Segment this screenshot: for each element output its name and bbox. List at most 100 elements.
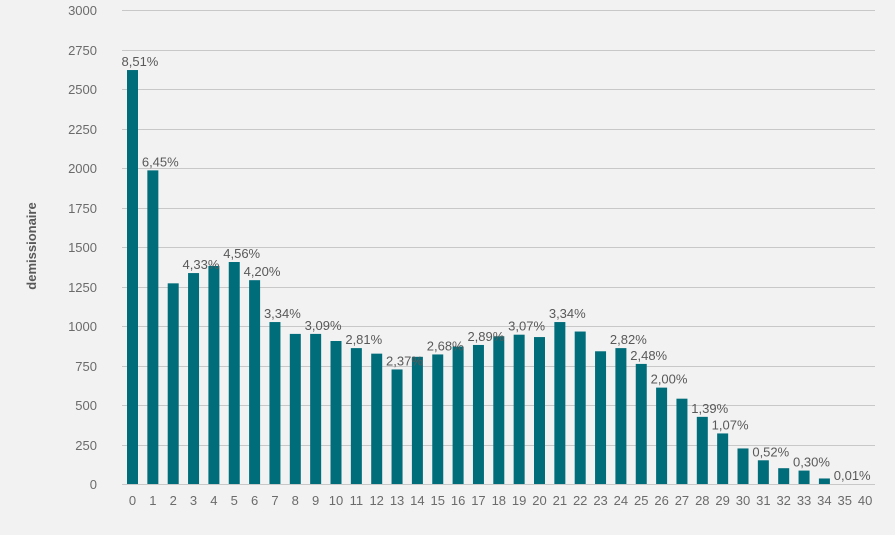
bar [798, 470, 810, 484]
data-label: 2,68% [427, 338, 464, 353]
data-labels: 8,51% 6,45% 4,33%4,56% 4,20% 3,34% 3,09%2,81%… [122, 54, 872, 483]
data-label: 4,56% [223, 246, 260, 261]
y-tick-label: 2500 [68, 82, 97, 97]
data-label: 0,30% [793, 455, 830, 470]
y-tick-label: 500 [75, 398, 97, 413]
bar [595, 351, 607, 484]
bar [574, 331, 586, 484]
bar [717, 433, 729, 484]
bar [635, 363, 647, 484]
x-tick-label: 33 [797, 493, 811, 508]
gridlines [122, 10, 875, 485]
data-label: 3,34% [264, 306, 301, 321]
bar [656, 387, 668, 484]
x-tick-label: 13 [390, 493, 404, 508]
data-label: 3,09% [305, 318, 342, 333]
x-tick-label: 18 [492, 493, 506, 508]
bar [391, 369, 403, 484]
x-tick-label: 9 [312, 493, 319, 508]
bar [228, 262, 240, 484]
data-label: 2,89% [467, 329, 504, 344]
x-tick-label: 40 [858, 493, 872, 508]
data-label: 3,07% [508, 319, 545, 334]
bar [330, 341, 342, 484]
x-tick-label: 19 [512, 493, 526, 508]
bar [757, 460, 769, 484]
bar [167, 283, 179, 484]
y-tick-label: 2750 [68, 43, 97, 58]
y-tick-label: 1250 [68, 280, 97, 295]
bars [127, 70, 830, 484]
bar [371, 353, 383, 484]
y-tick-label: 1750 [68, 201, 97, 216]
bar [127, 70, 138, 484]
x-tick-label: 4 [210, 493, 217, 508]
data-label: 2,81% [345, 332, 382, 347]
y-tick-label: 750 [75, 359, 97, 374]
x-tick-label: 17 [471, 493, 485, 508]
bar [188, 273, 200, 484]
x-axis-ticks: 0 1 2 3 4 5 6 7 8 9 10 11 12 13 14 15 16 17 18 19 20 21 22 23 24… [129, 493, 872, 508]
bar [737, 448, 749, 484]
x-tick-label: 2 [170, 493, 177, 508]
bar [493, 336, 505, 484]
bar [778, 468, 790, 484]
x-tick-label: 3 [190, 493, 197, 508]
x-tick-label: 0 [129, 493, 136, 508]
x-tick-label: 26 [654, 493, 668, 508]
bar [310, 333, 322, 484]
x-tick-label: 16 [451, 493, 465, 508]
data-label: 1,07% [712, 417, 749, 432]
bar [472, 344, 484, 484]
data-label: 0,52% [752, 444, 789, 459]
data-label: 2,82% [610, 332, 647, 347]
data-label: 2,37% [386, 353, 423, 368]
bar [513, 334, 525, 484]
x-tick-label: 21 [553, 493, 567, 508]
x-tick-label: 23 [593, 493, 607, 508]
y-tick-label: 3000 [68, 3, 97, 18]
y-tick-label: 250 [75, 438, 97, 453]
x-tick-label: 15 [431, 493, 445, 508]
x-tick-label: 32 [776, 493, 790, 508]
x-tick-label: 34 [817, 493, 831, 508]
x-tick-label: 24 [614, 493, 628, 508]
data-label: 2,48% [630, 348, 667, 363]
bar [818, 478, 830, 484]
x-tick-label: 7 [271, 493, 278, 508]
x-tick-label: 10 [329, 493, 343, 508]
bar [676, 398, 688, 484]
bar [432, 354, 444, 484]
x-tick-label: 20 [532, 493, 546, 508]
x-tick-label: 31 [756, 493, 770, 508]
bar [411, 356, 423, 484]
x-tick-label: 35 [838, 493, 852, 508]
y-tick-label: 2250 [68, 122, 97, 137]
bar [249, 280, 261, 484]
x-tick-label: 22 [573, 493, 587, 508]
bar [289, 333, 301, 484]
x-tick-label: 30 [736, 493, 750, 508]
y-tick-label: 2000 [68, 161, 97, 176]
bar [350, 348, 362, 484]
data-label: 8,51% [122, 54, 159, 69]
x-tick-label: 8 [292, 493, 299, 508]
x-tick-label: 14 [410, 493, 424, 508]
data-label: 0,01% [834, 468, 871, 483]
bar [554, 322, 566, 484]
data-label: 6,45% [142, 154, 179, 169]
bar [615, 348, 627, 484]
bar [696, 416, 708, 484]
bar [269, 322, 281, 484]
data-label: 3,34% [549, 306, 586, 321]
bar [208, 265, 220, 484]
x-tick-label: 12 [369, 493, 383, 508]
bar [147, 170, 159, 484]
data-label: 4,33% [183, 257, 220, 272]
x-tick-label: 6 [251, 493, 258, 508]
x-tick-label: 11 [350, 493, 364, 508]
x-tick-label: 28 [695, 493, 709, 508]
y-axis-ticks: 0 250 500 750 1000 1250 1500 1750 2000 2250 2500 27… [68, 3, 97, 492]
